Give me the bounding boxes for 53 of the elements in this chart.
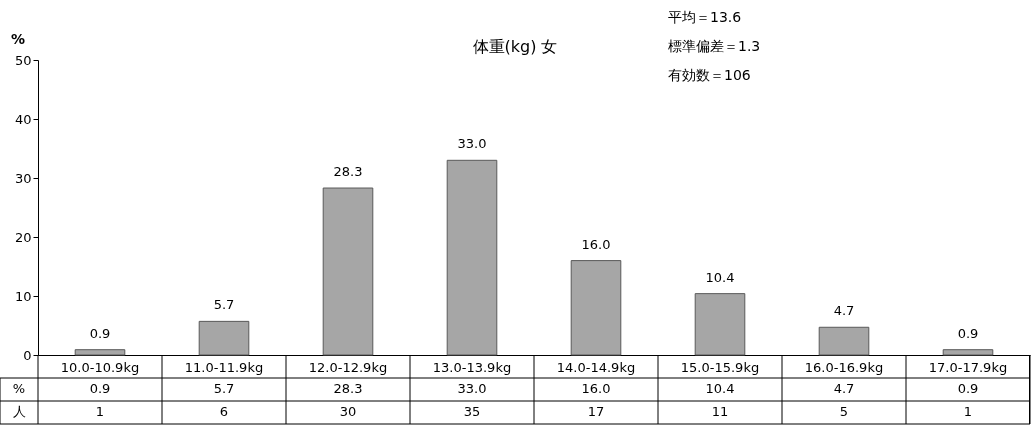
annotation: 有効数＝106 — [668, 67, 751, 83]
bar — [198, 320, 250, 356]
bar — [694, 293, 746, 356]
bar — [570, 260, 622, 356]
data-label: 4.7 — [833, 303, 855, 319]
text: 5.7 — [213, 381, 235, 396]
bar — [74, 349, 126, 356]
data-label: 28.3 — [333, 164, 363, 180]
y-tick-label: 40 — [14, 111, 32, 127]
bar — [818, 326, 870, 356]
data-label: 0.9 — [957, 325, 979, 341]
x-tick-label: 14.0-14.9kg — [556, 359, 636, 375]
data-label: 0.9 — [89, 325, 111, 341]
y-tick-label: 50 — [14, 52, 32, 68]
y-tick-label: 10 — [14, 288, 32, 304]
text: 標準偏差＝1.3 — [668, 38, 761, 54]
x-tick-label: 16.0-16.9kg — [804, 359, 884, 375]
x-tick-label: 12.0-12.9kg — [308, 359, 388, 375]
text: 0.9 — [89, 381, 111, 396]
text: 16.0 — [581, 381, 611, 396]
x-tick-label: 15.0-15.9kg — [680, 359, 760, 375]
x-tick-label: 17.0-17.9kg — [928, 359, 1008, 375]
data-label: 10.4 — [705, 269, 735, 285]
data-label: 5.7 — [213, 297, 235, 313]
text: 1 — [95, 404, 105, 419]
y-tick-label: 20 — [14, 229, 32, 245]
text: 17 — [587, 404, 605, 419]
text: 33.0 — [457, 381, 487, 396]
x-tick-label: 11.0-11.9kg — [184, 359, 264, 375]
text: 5 — [839, 404, 849, 419]
text: 10.4 — [705, 381, 735, 396]
text: 0.9 — [957, 381, 979, 396]
y-axis-title: % — [10, 31, 26, 47]
data-label: 16.0 — [581, 236, 611, 252]
text: 35 — [463, 404, 481, 419]
bar — [322, 187, 374, 356]
y-tick-label: 0 — [23, 347, 32, 363]
x-tick-label: 13.0-13.9kg — [432, 359, 512, 375]
text: 1 — [963, 404, 973, 419]
data-label: 33.0 — [457, 136, 487, 152]
text: 11 — [711, 404, 729, 419]
text: 28.3 — [333, 381, 363, 396]
y-tick-label: 30 — [14, 170, 32, 186]
x-tick-label: 10.0-10.9kg — [60, 359, 140, 375]
text: % — [12, 381, 26, 396]
text: 平均＝13.6 — [668, 9, 742, 25]
bar — [446, 159, 498, 356]
chart-title: 体重(kg) 女 — [472, 37, 558, 56]
bar — [942, 349, 994, 356]
text: 4.7 — [833, 381, 855, 396]
text: 人 — [12, 404, 26, 419]
text: 6 — [219, 404, 229, 419]
text: 30 — [339, 404, 357, 419]
